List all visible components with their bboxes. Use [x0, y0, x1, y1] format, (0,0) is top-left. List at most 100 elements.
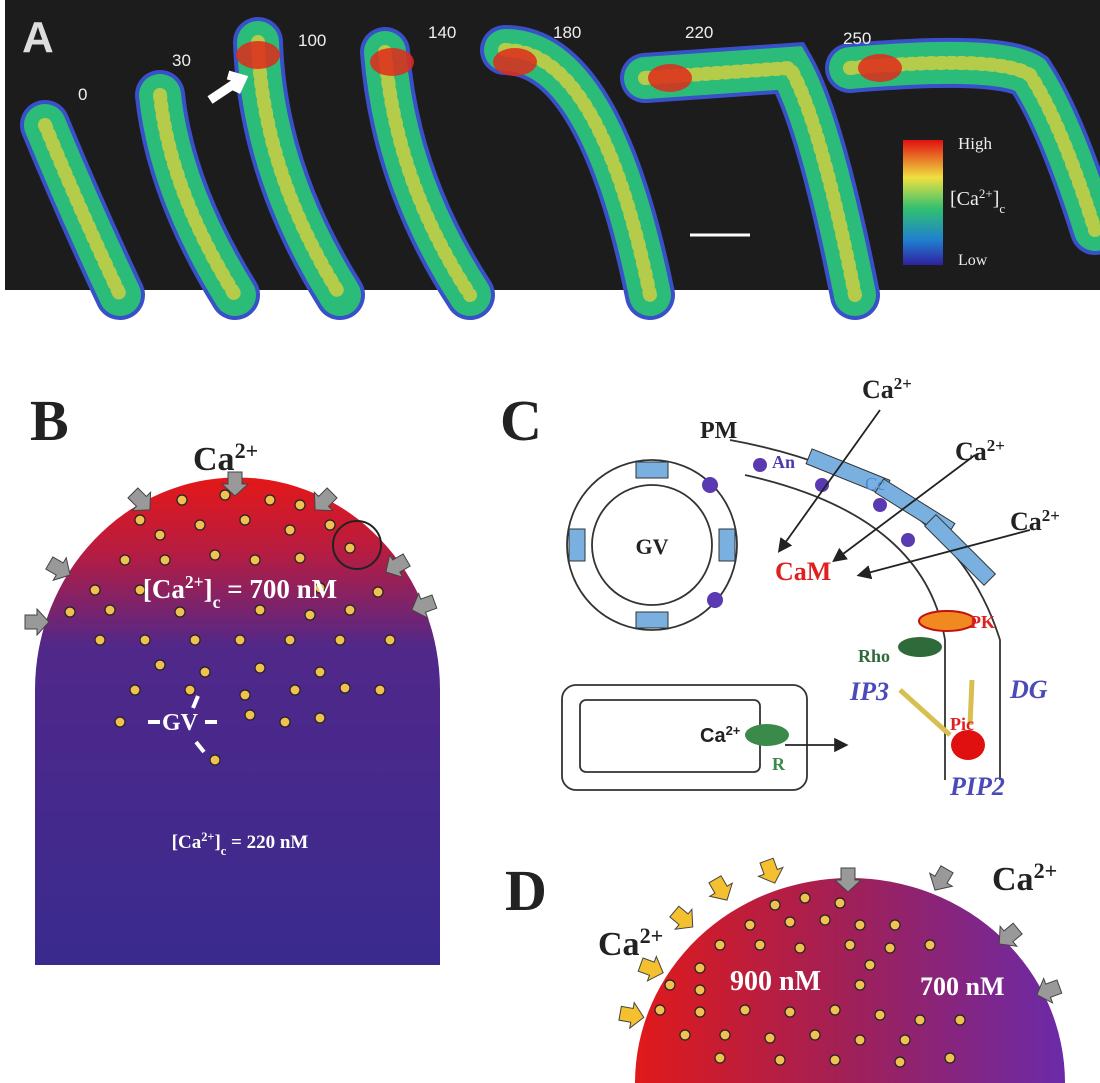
- vesicle: [175, 607, 185, 617]
- colorbar-high: High: [958, 134, 993, 153]
- vesicle: [665, 980, 675, 990]
- vesicle: [155, 660, 165, 670]
- vesicle: [105, 605, 115, 615]
- time-label: 220: [685, 23, 713, 42]
- vesicle: [235, 635, 245, 645]
- text-part: ]: [993, 188, 1000, 210]
- panel-label: A: [22, 13, 54, 62]
- vesicle: [720, 1030, 730, 1040]
- text-part: [Ca: [950, 188, 979, 210]
- vesicle: [373, 587, 383, 597]
- kinase: [919, 611, 975, 631]
- time-label: 250: [843, 29, 871, 48]
- text-part: 2+: [640, 923, 664, 948]
- vesicle: [770, 900, 780, 910]
- vesicle: [120, 555, 130, 565]
- calcium-label: Ca2+: [992, 858, 1057, 899]
- text-part: ]: [204, 574, 213, 604]
- vesicle: [345, 605, 355, 615]
- vesicle: [185, 685, 195, 695]
- calcium-label: Ca2+: [598, 923, 663, 964]
- vesicle: [785, 1007, 795, 1017]
- calcium-label: Ca2+: [193, 438, 258, 479]
- influx-arrow: [666, 902, 701, 937]
- receptor: [745, 724, 789, 746]
- vesicle: [95, 635, 105, 645]
- calmodulin-label: CaM: [775, 557, 831, 586]
- vesicle: [925, 940, 935, 950]
- time-label: 180: [553, 23, 581, 42]
- calcium-label: Ca2+: [862, 374, 912, 405]
- calcium-hotspot: [858, 54, 902, 82]
- text-part: [Ca: [143, 574, 185, 604]
- vesicle: [285, 525, 295, 535]
- influx-arrow: [636, 952, 667, 985]
- vesicle: [130, 685, 140, 695]
- text-part: Ca: [700, 725, 726, 747]
- membrane-label: PM: [700, 418, 737, 444]
- text-part: Ca: [598, 926, 640, 963]
- time-label: 100: [298, 31, 326, 50]
- vesicle: [295, 500, 305, 510]
- vesicle: [210, 550, 220, 560]
- influx-arrow: [924, 863, 959, 897]
- vesicle: [290, 685, 300, 695]
- text-part: Ca: [862, 375, 894, 404]
- vesicle: [945, 1053, 955, 1063]
- vesicle: [245, 710, 255, 720]
- vesicle: [325, 520, 335, 530]
- store-calcium-label: Ca2+: [700, 723, 741, 748]
- dg-label: DG: [1009, 675, 1048, 704]
- pip2-label: PIP2: [949, 772, 1005, 801]
- calcium-label: Ca2+: [1010, 506, 1060, 537]
- time-label: 0: [78, 85, 87, 104]
- ip3-label: IP3: [849, 677, 889, 706]
- rho-label: Rho: [858, 646, 890, 666]
- figure: A High [Ca2+]c Low B Ca2+ [Ca2+]c = 700 …: [0, 0, 1100, 1083]
- vesicle: [280, 717, 290, 727]
- vesicle: [715, 940, 725, 950]
- text-part: 2+: [201, 830, 214, 844]
- text-part: 2+: [1042, 506, 1060, 525]
- vesicle: [875, 1010, 885, 1020]
- vesicle: [715, 1053, 725, 1063]
- vesicle: [695, 1007, 705, 1017]
- vesicle: [385, 635, 395, 645]
- vesicle-label: GV: [636, 534, 669, 559]
- receptor-label: R: [772, 754, 786, 774]
- time-label: 30: [172, 51, 191, 70]
- vesicle: [830, 1005, 840, 1015]
- text-part: c: [999, 201, 1005, 216]
- vesicle: [250, 555, 260, 565]
- text-part: Ca: [955, 437, 987, 466]
- vesicle: [915, 1015, 925, 1025]
- influx-arrow: [754, 856, 787, 887]
- vesicle: [195, 520, 205, 530]
- vesicle: [855, 980, 865, 990]
- vesicle: [775, 1055, 785, 1065]
- vesicle: [655, 1005, 665, 1015]
- panel-label: D: [505, 858, 547, 923]
- calcium-hotspot: [493, 48, 537, 76]
- vesicle: [890, 920, 900, 930]
- text-part: 2+: [987, 436, 1005, 455]
- vesicle-label: GV: [162, 710, 199, 736]
- hypha-tip: [35, 477, 440, 965]
- flank-concentration: 700 nM: [920, 972, 1005, 1001]
- rho: [898, 637, 942, 657]
- calcium-label: Ca2+: [955, 436, 1005, 467]
- calcium-hotspot: [370, 48, 414, 76]
- vesicle: [845, 940, 855, 950]
- vesicle: [855, 1035, 865, 1045]
- vesicle: [210, 755, 220, 765]
- panel-label: B: [30, 388, 69, 453]
- vesicle: [265, 495, 275, 505]
- vesicle: [830, 1055, 840, 1065]
- vesicle: [820, 915, 830, 925]
- vesicle: [255, 663, 265, 673]
- vesicle: [135, 515, 145, 525]
- vesicle: [115, 717, 125, 727]
- influx-arrow: [704, 873, 739, 907]
- vesicle: [835, 898, 845, 908]
- text-part: 2+: [185, 572, 204, 592]
